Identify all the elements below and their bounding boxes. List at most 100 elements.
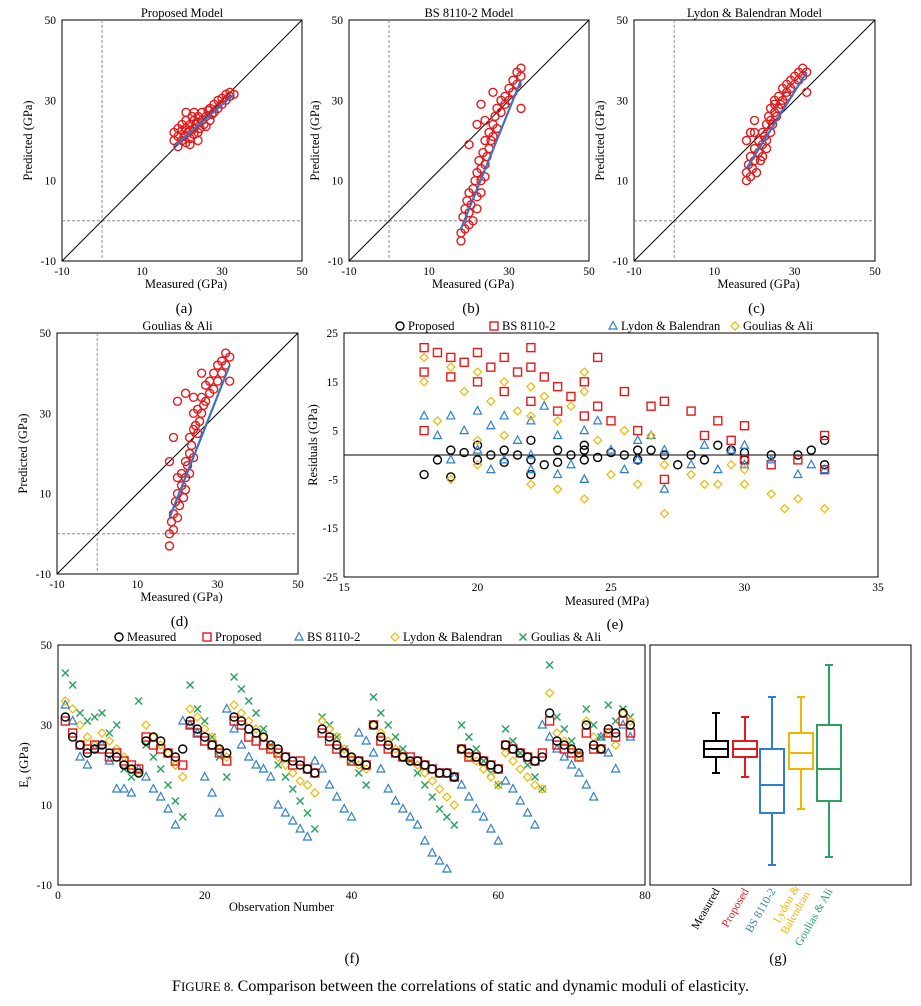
data-point [579, 455, 589, 465]
x-tick-label: 0 [55, 890, 61, 902]
series-lydon-balendran [419, 400, 830, 493]
data-point [565, 458, 576, 469]
trend-line [459, 79, 523, 230]
box-bs-8110-2: BS 8110-2 [744, 696, 785, 935]
data-point [592, 435, 603, 446]
data-point [463, 791, 474, 801]
data-point [164, 456, 175, 467]
y-tick-label: -10 [613, 256, 629, 268]
data-point [317, 763, 328, 773]
data-point [251, 724, 261, 734]
data-point [793, 450, 803, 460]
data-point [757, 151, 768, 162]
data-point [579, 445, 589, 455]
data-point [617, 719, 628, 729]
data-point [596, 744, 606, 754]
data-point [225, 352, 235, 362]
data-point [472, 435, 483, 446]
legend-marker [608, 320, 618, 330]
data-point [445, 362, 456, 373]
data-point [579, 473, 590, 483]
data-point [485, 463, 496, 474]
data-point [384, 720, 393, 730]
y-tick-label: 15 [327, 377, 339, 389]
data-point [526, 411, 536, 421]
panel-b: -10 10 30 50 -10 10 30 50 BS 8110-2 Model Measure… [308, 6, 595, 317]
data-point [288, 784, 297, 794]
plot-frame [633, 19, 876, 262]
data-point [499, 410, 510, 420]
data-point [792, 468, 803, 479]
y-tick-label: 50 [617, 15, 629, 27]
data-point [551, 743, 562, 753]
data-point [574, 748, 584, 758]
data-point [192, 712, 203, 722]
legend-label: Proposed [215, 630, 262, 644]
legend-marker [202, 632, 212, 642]
data-point [383, 740, 393, 750]
data-point [499, 386, 509, 397]
caption-label-smallcaps: IGURE 8. [180, 979, 234, 994]
data-point [309, 788, 320, 798]
data-point [346, 811, 357, 821]
data-point [619, 463, 630, 474]
data-point [646, 429, 657, 440]
data-point [552, 712, 561, 722]
data-point [287, 815, 298, 825]
panel-label: (g) [769, 951, 787, 967]
data-point [472, 367, 483, 377]
data-point [793, 455, 803, 465]
data-point [419, 342, 429, 353]
y-axis-label: Predicted (GPa) [593, 100, 607, 180]
data-point [712, 479, 723, 490]
data-point [552, 415, 563, 426]
data-point [199, 771, 210, 781]
series-proposed [60, 716, 636, 782]
data-point [699, 455, 710, 465]
data-point [427, 847, 438, 857]
data-point [420, 760, 430, 770]
data-point [499, 445, 509, 455]
data-point [539, 391, 550, 402]
data-point [507, 783, 518, 793]
data-point [310, 824, 319, 834]
data-point [434, 784, 445, 794]
data-point [207, 787, 218, 797]
x-tick-label: 10 [132, 579, 144, 591]
data-point [303, 808, 312, 818]
data-point [659, 450, 670, 460]
data-point [508, 736, 517, 746]
data-point [236, 739, 247, 749]
data-point [606, 469, 616, 480]
y-tick-label: 50 [332, 15, 344, 27]
data-point [446, 372, 456, 382]
data-point [512, 406, 523, 416]
box-lydon-balendran: Lydon &Balendran [771, 696, 814, 936]
data-point [610, 740, 621, 750]
data-point [89, 744, 100, 754]
data-point [472, 119, 482, 130]
data-point [633, 425, 643, 436]
data-point [619, 386, 630, 397]
data-point [766, 460, 776, 470]
data-point [104, 748, 115, 758]
data-point [432, 347, 443, 358]
data-point [526, 479, 536, 490]
data-point [170, 819, 181, 829]
data-point [258, 732, 269, 742]
data-point [148, 783, 159, 793]
data-point [646, 445, 656, 455]
data-point [149, 752, 158, 762]
data-point [530, 772, 539, 782]
data-point [75, 740, 85, 750]
data-point [75, 751, 86, 761]
data-point [419, 469, 429, 480]
data-point [739, 455, 750, 465]
data-point [185, 139, 195, 150]
data-point [61, 668, 70, 678]
data-point [302, 780, 313, 790]
data-point [200, 732, 210, 742]
data-point [214, 807, 225, 817]
data-point [243, 751, 254, 761]
data-point [619, 450, 630, 460]
